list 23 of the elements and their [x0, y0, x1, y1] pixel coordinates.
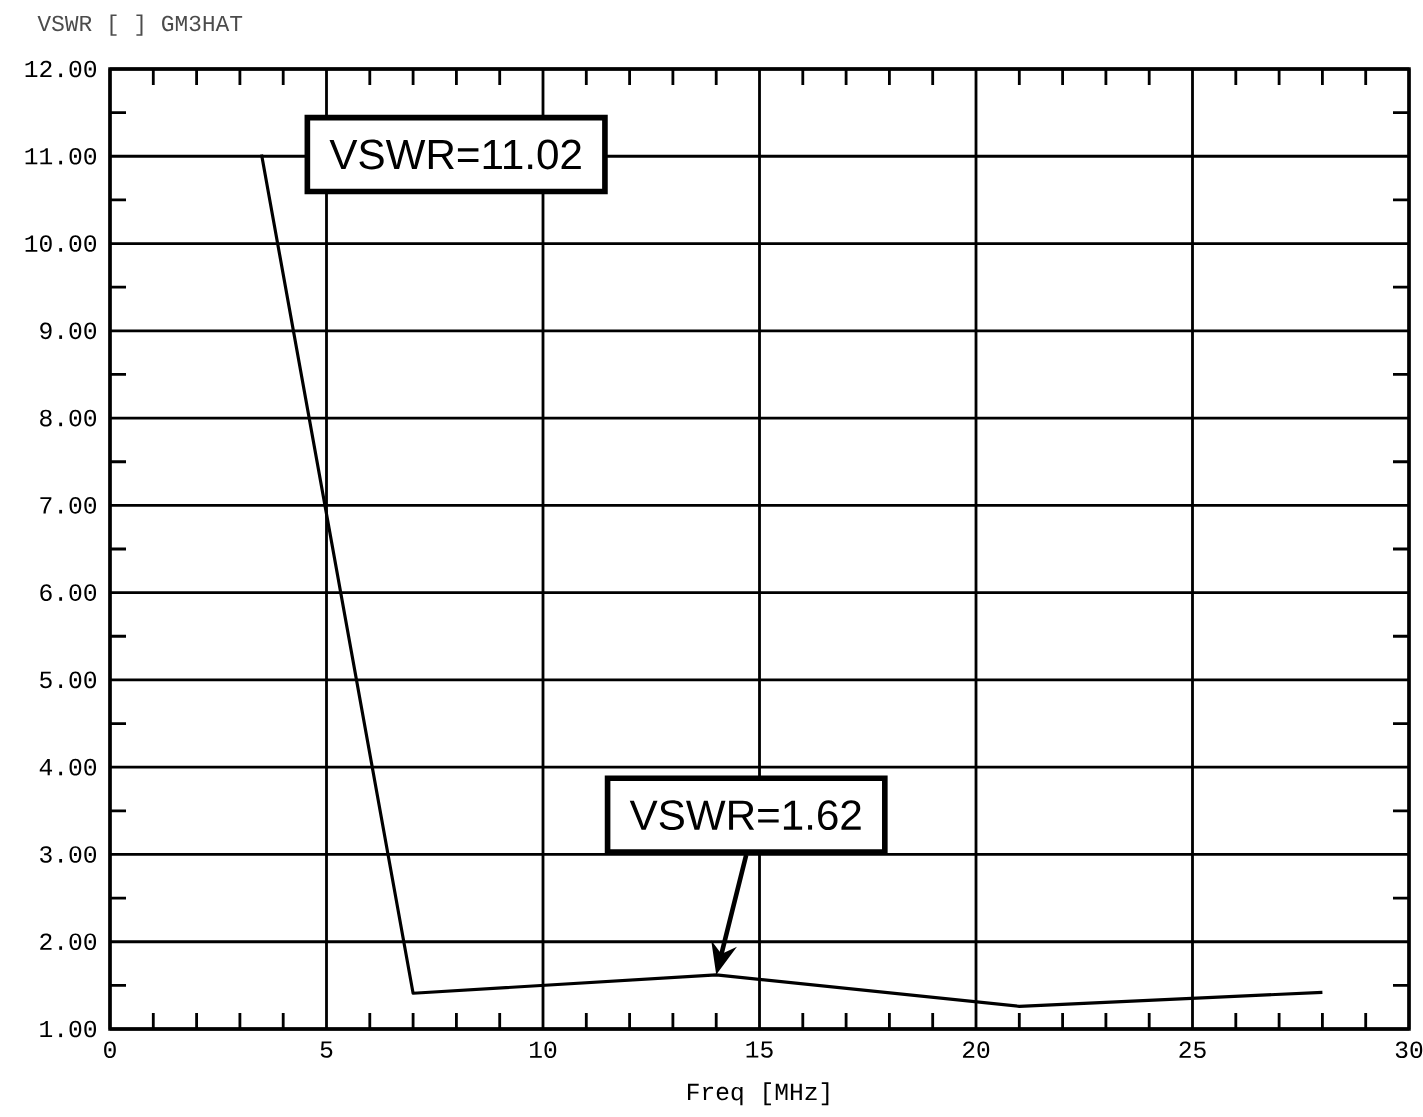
y-tick-label: 7.00: [40, 497, 97, 514]
x-axis-title: Freq [MHz]: [688, 1082, 829, 1106]
x-tick-label: 10: [530, 1041, 557, 1059]
annotation: VSWR=1.62: [629, 800, 861, 831]
x-tick-label: 5: [320, 1041, 333, 1058]
x-tick-label: 20: [962, 1041, 990, 1059]
y-tick-label: 6.00: [40, 584, 97, 601]
x-tick-label: 30: [1395, 1041, 1423, 1059]
y-tick-label: 4.00: [39, 758, 97, 776]
y-tick-label: 3.00: [40, 846, 97, 863]
y-tick-label: 12.00: [25, 60, 97, 78]
y-tick-label: 11.00: [25, 147, 97, 165]
x-tick-label: 0: [104, 1041, 116, 1059]
y-tick-label: 9.00: [40, 322, 97, 340]
chart-title: VSWR [ ] GM3HAT: [37, 14, 243, 36]
x-tick-label: 15: [746, 1041, 773, 1058]
y-tick-label: 8.00: [40, 409, 97, 427]
y-tick-label: 2.00: [40, 933, 97, 951]
x-tick-label: 25: [1179, 1041, 1206, 1059]
y-tick-label: 10.00: [25, 235, 97, 252]
annotation: VSWR=11.02: [329, 139, 581, 170]
y-tick-label: 5.00: [40, 671, 97, 689]
y-tick-label: 1.00: [40, 1020, 97, 1038]
